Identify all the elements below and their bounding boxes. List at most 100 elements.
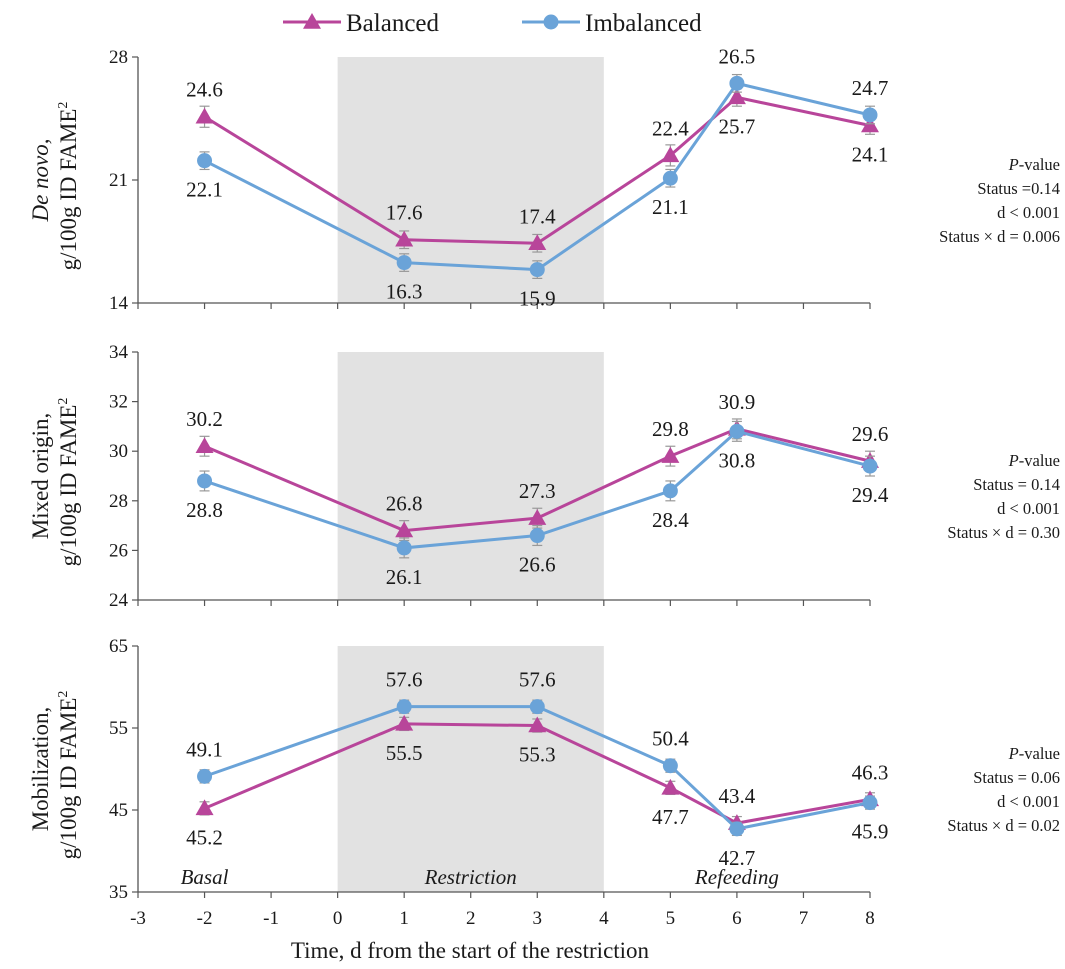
data-label: 27.3 <box>519 479 556 503</box>
p-value-title: P-value <box>1008 451 1060 470</box>
data-label: 50.4 <box>652 727 689 751</box>
p-value-line: Status =0.14 <box>977 179 1060 198</box>
x-axis-label: Time, d from the start of the restrictio… <box>291 938 650 963</box>
x-tick-label: 2 <box>466 908 476 929</box>
data-label: 26.6 <box>519 553 556 577</box>
y-axis-label-line1: Mixed origin, <box>28 413 53 540</box>
data-point <box>861 116 879 133</box>
p-value-line: d < 0.001 <box>997 499 1060 518</box>
y-axis-label: De novo, g/100g ID FAME2 <box>28 102 81 271</box>
y-tick-label: 34 <box>109 342 129 363</box>
y-axis-label-line1: Mobilization, <box>28 707 53 832</box>
x-tick-label: 1 <box>399 908 409 929</box>
data-label: 29.6 <box>852 422 889 446</box>
y-axis-label-superscript: 2 <box>56 102 71 109</box>
data-point <box>729 821 745 837</box>
data-point <box>662 758 678 774</box>
y-tick-label: 21 <box>109 170 128 191</box>
data-point <box>395 230 414 247</box>
p-value-title-rest: -value <box>1019 451 1060 470</box>
p-value-line: d < 0.001 <box>997 792 1060 811</box>
x-tick-label: 3 <box>533 908 543 929</box>
phase-label: Refeeding <box>694 865 779 889</box>
data-point <box>661 146 680 163</box>
series-imbalanced <box>197 73 878 279</box>
y-tick-label: 45 <box>109 800 128 821</box>
p-value-line: d < 0.001 <box>997 203 1060 222</box>
data-point <box>396 540 412 556</box>
data-label: 47.7 <box>652 805 689 829</box>
legend-label: Imbalanced <box>585 10 702 37</box>
data-point <box>197 473 213 489</box>
data-point <box>197 153 213 169</box>
x-tick-label: 5 <box>666 908 676 929</box>
data-point <box>195 799 214 816</box>
data-point <box>729 75 745 91</box>
data-point <box>862 107 878 123</box>
panel-3: 35 45 55 65 Mobilization, g/100g ID FAME2 45.2… <box>28 636 1060 903</box>
data-point <box>528 509 547 525</box>
data-point <box>662 483 678 499</box>
x-tick-label: 6 <box>732 908 742 929</box>
data-point <box>661 447 680 463</box>
data-label: 57.6 <box>386 668 423 692</box>
data-label: 45.2 <box>186 825 223 849</box>
x-tick-label: -2 <box>197 908 213 929</box>
p-value-line: Status = 0.14 <box>973 475 1060 494</box>
data-label: 15.9 <box>519 287 556 311</box>
data-label: 24.6 <box>186 78 223 102</box>
data-point <box>727 88 746 105</box>
data-label: 30.9 <box>719 390 756 414</box>
data-label: 29.8 <box>652 417 689 441</box>
series-line <box>204 705 871 831</box>
data-point <box>529 262 545 278</box>
y-tick-label: 24 <box>109 590 129 611</box>
data-label: 45.9 <box>852 820 889 844</box>
data-point <box>528 716 547 733</box>
restriction-shading <box>337 646 604 892</box>
p-value-title-italic: P <box>1008 744 1019 763</box>
y-tick-label: 28 <box>109 491 128 512</box>
series-line <box>203 95 871 245</box>
data-point <box>662 170 678 186</box>
legend-item-imbalanced: Imbalanced <box>522 10 702 37</box>
data-label: 21.1 <box>652 195 689 219</box>
p-value-line: Status × d = 0.30 <box>947 523 1060 542</box>
series-balanced <box>195 88 879 253</box>
y-tick-label: 26 <box>109 540 128 561</box>
data-point <box>197 768 213 784</box>
series-imbalanced <box>197 420 878 559</box>
y-tick-label: 32 <box>109 392 128 413</box>
y-tick-label: 14 <box>109 293 129 314</box>
circle-marker-icon <box>543 14 559 30</box>
triangle-marker-icon <box>303 13 321 29</box>
p-value-title-rest: -value <box>1019 155 1060 174</box>
data-label: 28.8 <box>186 498 223 522</box>
x-tick-label: 4 <box>599 908 609 929</box>
data-point <box>195 107 214 124</box>
x-tick-label: 8 <box>865 908 875 929</box>
y-tick-label: 28 <box>109 47 128 68</box>
phase-label: Restriction <box>424 865 517 889</box>
x-tick-label: -3 <box>130 908 146 929</box>
data-label: 17.6 <box>386 201 423 225</box>
data-point <box>862 458 878 474</box>
data-label: 29.4 <box>852 483 889 507</box>
data-label: 26.8 <box>386 492 423 516</box>
legend-item-balanced: Balanced <box>283 10 440 37</box>
y-axis-label-superscript: 2 <box>56 398 71 405</box>
data-point <box>395 521 414 538</box>
data-label: 22.1 <box>186 178 223 202</box>
p-value-title-italic: P <box>1008 155 1019 174</box>
series-imbalanced <box>197 699 878 837</box>
data-label: 30.8 <box>719 448 756 472</box>
data-label: 55.5 <box>386 741 423 765</box>
data-point <box>862 795 878 811</box>
series-line <box>203 427 871 533</box>
legend: Balanced Imbalanced <box>283 10 702 37</box>
x-axis: -3 -2 -1 0 1 2 3 4 5 6 7 8 Basal Restriction Refeeding <box>130 865 875 929</box>
data-point <box>529 699 545 715</box>
data-label: 42.7 <box>719 846 756 870</box>
